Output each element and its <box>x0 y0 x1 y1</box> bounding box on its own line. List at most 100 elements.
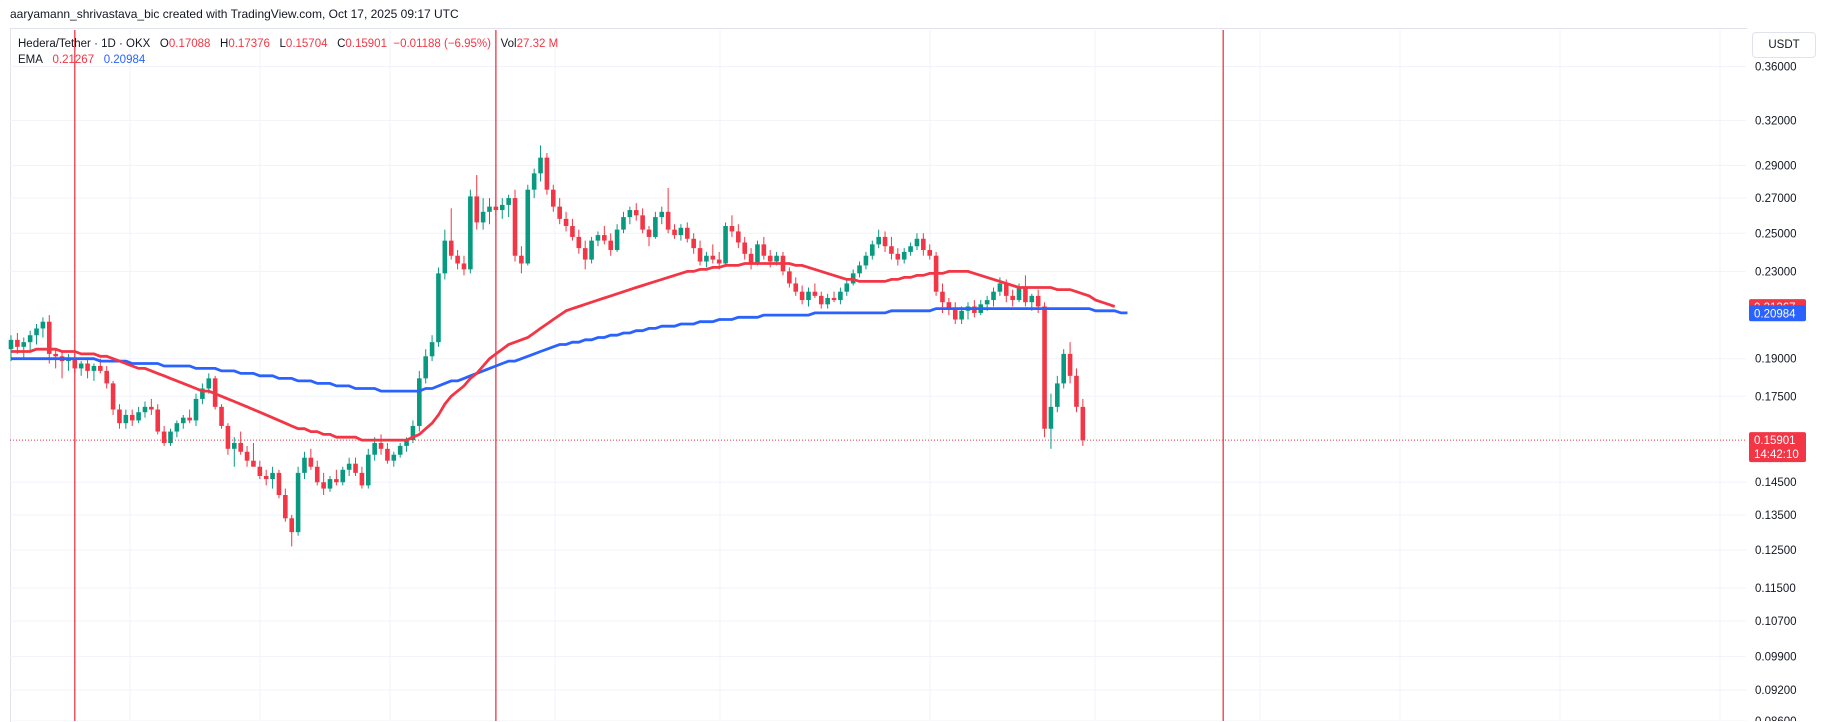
y-tick-label: 0.27000 <box>1755 193 1797 205</box>
ema-long-value: 0.20984 <box>103 54 146 66</box>
candle-body <box>499 204 505 211</box>
candle-body <box>653 217 658 237</box>
candle-body <box>461 263 467 270</box>
candle-body <box>117 409 122 424</box>
candle-body <box>487 206 492 212</box>
candle-body <box>691 238 696 249</box>
candle-body <box>704 255 709 262</box>
candle-body <box>825 297 830 305</box>
candle-body <box>563 218 569 226</box>
candle-body <box>123 414 129 424</box>
candle-body <box>991 291 996 301</box>
candle-body <box>232 442 237 449</box>
candle-body <box>1061 353 1066 384</box>
ohlc-row: Hedera/Tether · 1D · OKX O0.17088 H0.173… <box>18 36 558 52</box>
candle-body <box>8 339 14 350</box>
candle-body <box>270 472 275 480</box>
ema-long-line <box>11 307 1128 393</box>
candle-body <box>1029 295 1035 303</box>
y-tick-label: 0.29000 <box>1755 160 1797 172</box>
candle-body <box>161 431 167 443</box>
candle-body <box>952 308 958 320</box>
candle-body <box>959 310 964 320</box>
candle-body <box>1055 383 1060 407</box>
candle-body <box>346 463 352 470</box>
candle-body <box>85 363 90 371</box>
volume-label: Vol <box>500 38 517 50</box>
candle-body <box>723 225 728 264</box>
chart-credit: aaryamann_shrivastava_bic created with T… <box>10 7 459 21</box>
y-tick-label: 0.13500 <box>1755 510 1797 522</box>
candle-body <box>646 229 652 237</box>
candle-body <box>697 248 703 262</box>
currency-button[interactable]: USDT <box>1752 32 1816 58</box>
candle-body <box>921 238 926 251</box>
candle-body <box>1010 295 1015 301</box>
candle-body <box>98 365 103 371</box>
y-tick-label: 0.14500 <box>1755 477 1797 489</box>
candle-body <box>659 211 665 218</box>
candle-body <box>678 227 684 236</box>
chart-pane[interactable] <box>10 28 1747 722</box>
candle-body <box>353 463 358 473</box>
candle-body <box>984 300 990 305</box>
candle-body <box>627 210 633 218</box>
candle-body <box>251 460 256 467</box>
price-label-text: 0.15901 <box>1754 435 1796 447</box>
candle-body <box>436 273 441 343</box>
candle-body <box>404 440 409 446</box>
candle-body <box>665 211 671 230</box>
candle-body <box>716 259 722 264</box>
candle-body <box>512 198 518 256</box>
candle-body <box>774 255 779 262</box>
candles <box>8 145 1086 547</box>
candle-body <box>1023 287 1028 303</box>
candle-body <box>557 206 562 219</box>
candle-body <box>225 425 231 449</box>
candle-body <box>857 265 862 274</box>
candle-body <box>1080 406 1086 441</box>
candle-body <box>621 217 626 230</box>
candle-body <box>40 321 46 329</box>
candle-body <box>812 291 818 296</box>
candle-body <box>870 244 875 256</box>
candle-body <box>391 454 397 461</box>
candle-body <box>174 423 180 432</box>
close-value: 0.15901 <box>345 38 387 50</box>
candle-body <box>385 448 390 461</box>
candle-body <box>104 370 109 384</box>
candle-body <box>595 235 601 241</box>
candle-body <box>295 472 301 533</box>
candle-body <box>142 406 148 413</box>
candle-body <box>538 157 543 174</box>
candle-body <box>168 431 173 443</box>
symbol-label[interactable]: Hedera/Tether · 1D · OKX <box>18 38 151 50</box>
candle-body <box>442 240 448 274</box>
candle-body <box>755 244 760 264</box>
candle-body <box>78 363 84 369</box>
candle-body <box>493 206 499 211</box>
candle-body <box>914 238 920 247</box>
candle-body <box>672 229 677 236</box>
y-tick-label: 0.08600 <box>1755 716 1797 721</box>
candle-body <box>91 365 97 371</box>
candle-body <box>302 457 307 473</box>
candle-body <box>334 479 339 483</box>
candle-body <box>136 412 141 421</box>
countdown-text: 14:42:10 <box>1754 449 1799 461</box>
candle-body <box>684 227 690 239</box>
candle-body <box>1042 306 1047 429</box>
candle-body <box>365 454 371 486</box>
open-value: 0.17088 <box>168 38 211 50</box>
candle-body <box>455 255 460 264</box>
ema-label[interactable]: EMA <box>18 54 43 66</box>
close-label: C <box>337 38 346 50</box>
candle-body <box>1067 353 1073 376</box>
high-value: 0.17376 <box>228 38 270 50</box>
candle-body <box>34 328 39 336</box>
candle-body <box>129 414 135 421</box>
candle-body <box>193 398 199 421</box>
candle-body <box>327 479 333 489</box>
candle-body <box>767 255 773 262</box>
